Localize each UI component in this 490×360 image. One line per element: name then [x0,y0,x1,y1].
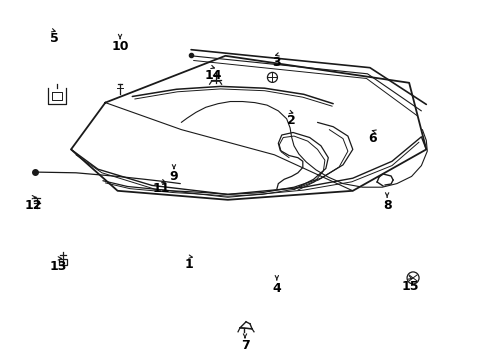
Text: 4: 4 [272,282,281,294]
Text: 12: 12 [24,199,42,212]
Text: 11: 11 [153,183,171,195]
Text: 8: 8 [383,199,392,212]
Text: 15: 15 [402,280,419,293]
Text: 3: 3 [272,57,281,69]
Text: 2: 2 [287,114,296,127]
Text: 10: 10 [111,40,129,53]
Text: 6: 6 [368,132,377,145]
Text: 14: 14 [204,69,222,82]
Bar [59,260,67,265]
Text: 5: 5 [49,32,58,45]
Text: 7: 7 [241,339,249,352]
Text: 13: 13 [49,260,67,273]
Text: 1: 1 [184,258,193,271]
Text: 9: 9 [170,170,178,183]
